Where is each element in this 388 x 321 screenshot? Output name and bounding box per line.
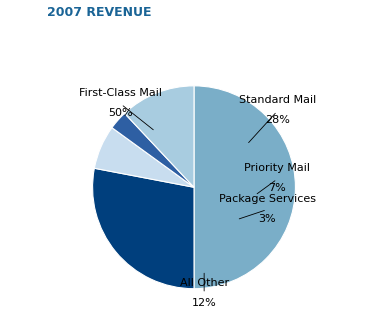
Text: 28%: 28% (265, 115, 289, 125)
Text: Priority Mail: Priority Mail (244, 163, 310, 173)
Wedge shape (194, 86, 295, 289)
Text: 3%: 3% (258, 214, 276, 224)
Text: All Other: All Other (180, 278, 229, 288)
Text: 7%: 7% (268, 183, 286, 193)
Text: Standard Mail: Standard Mail (239, 95, 316, 105)
Wedge shape (112, 113, 194, 187)
Wedge shape (94, 128, 194, 187)
Wedge shape (125, 86, 194, 187)
Wedge shape (93, 168, 194, 289)
Text: 2007 REVENUE: 2007 REVENUE (47, 6, 151, 19)
Text: 12%: 12% (192, 298, 217, 308)
Text: Package Services: Package Services (218, 194, 315, 204)
Text: First-Class Mail: First-Class Mail (80, 88, 163, 98)
Text: 50%: 50% (109, 108, 133, 118)
